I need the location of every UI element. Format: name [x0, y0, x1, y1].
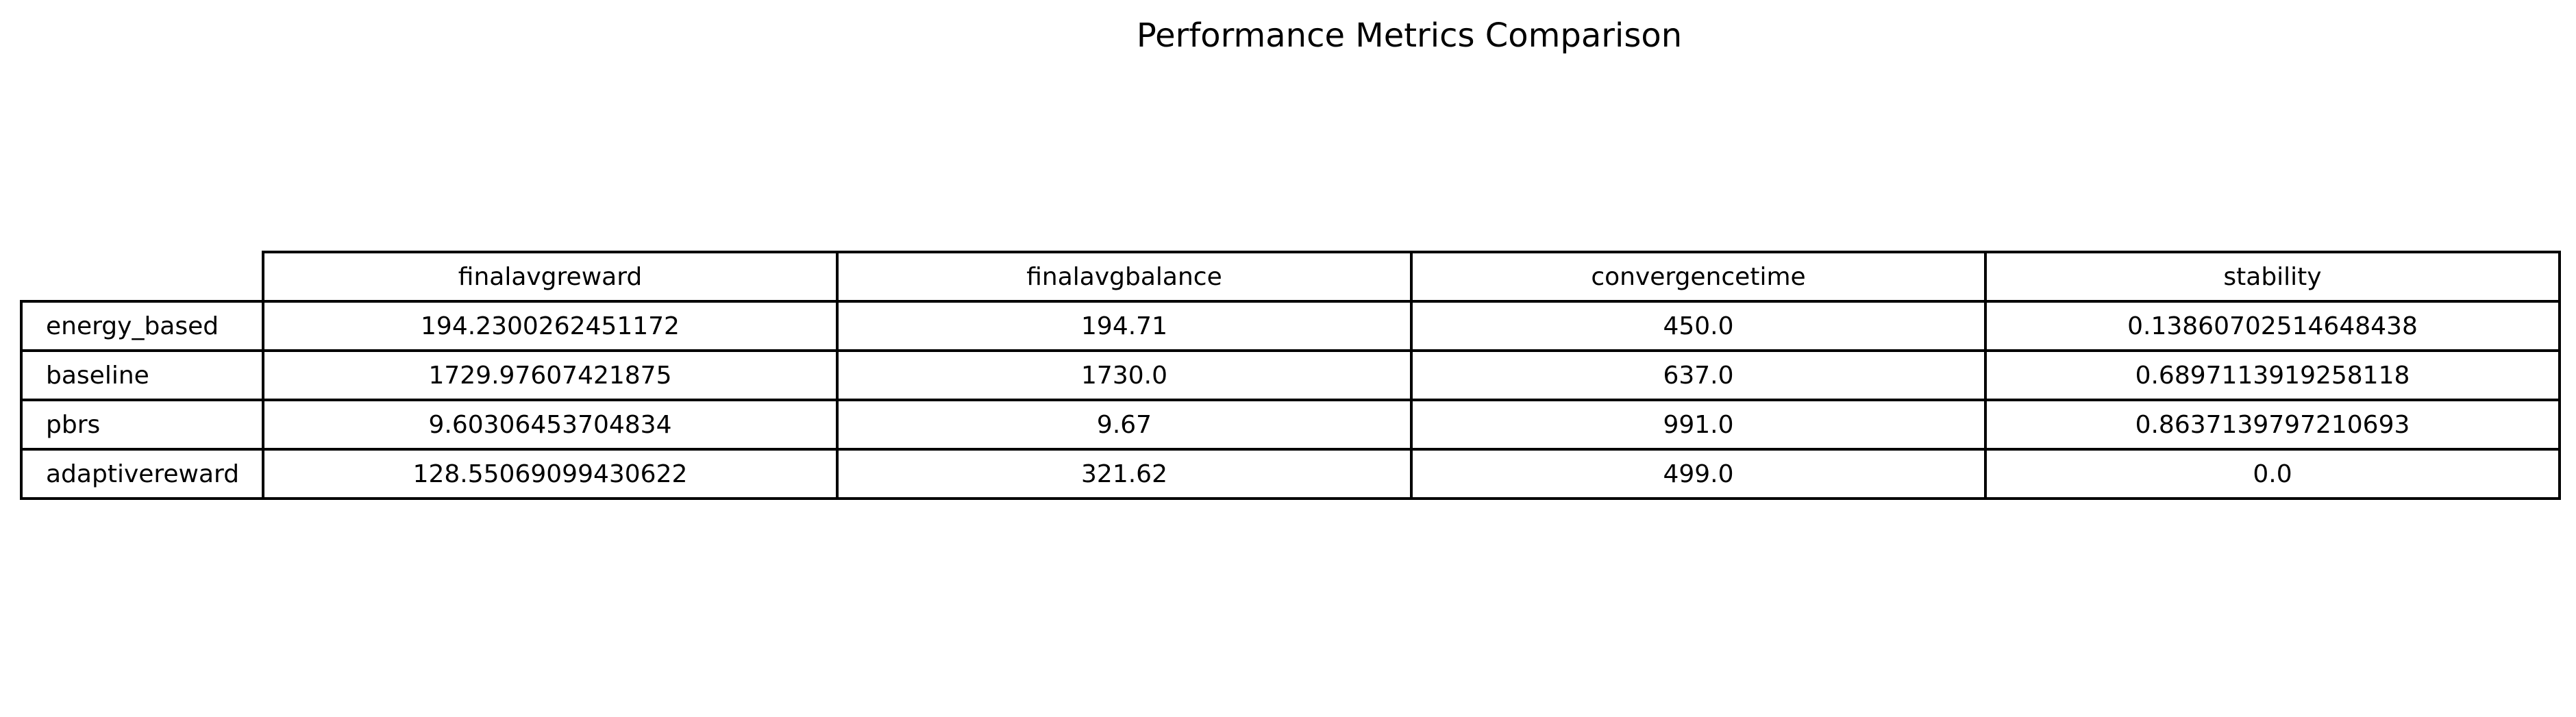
table-cell: 450.0	[1410, 300, 1987, 352]
table-cell: 991.0	[1410, 399, 1987, 451]
table-cell: 194.2300262451172	[262, 300, 839, 352]
metrics-table: finalavgreward finalavgbalance convergen…	[20, 251, 2561, 500]
table-cell: 0.13860702514648438	[1984, 300, 2561, 352]
table-row: adaptivereward 128.55069099430622 321.62…	[20, 448, 2561, 500]
column-header: convergencetime	[1410, 251, 1987, 303]
table-cell: 499.0	[1410, 448, 1987, 500]
table-cell: 128.55069099430622	[262, 448, 839, 500]
row-header: baseline	[20, 349, 264, 401]
column-header: stability	[1984, 251, 2561, 303]
table-cell: 9.60306453704834	[262, 399, 839, 451]
column-header: finalavgbalance	[836, 251, 1413, 303]
row-header: pbrs	[20, 399, 264, 451]
table-cell: 1730.0	[836, 349, 1413, 401]
table-cell: 321.62	[836, 448, 1413, 500]
chart-title: Performance Metrics Comparison	[1136, 16, 1683, 55]
table-cell: 0.0	[1984, 448, 2561, 500]
table-row: baseline 1729.97607421875 1730.0 637.0 0…	[20, 349, 2561, 401]
table-cell: 0.6897113919258118	[1984, 349, 2561, 401]
table-corner-cell	[21, 252, 264, 303]
row-header: adaptivereward	[20, 448, 264, 500]
table-cell: 194.71	[836, 300, 1413, 352]
table-cell: 9.67	[836, 399, 1413, 451]
table-cell: 637.0	[1410, 349, 1987, 401]
table-header-row: finalavgreward finalavgbalance convergen…	[21, 251, 2561, 303]
table-row: pbrs 9.60306453704834 9.67 991.0 0.86371…	[20, 399, 2561, 451]
table-cell: 0.8637139797210693	[1984, 399, 2561, 451]
row-header: energy_based	[20, 300, 264, 352]
table-row: energy_based 194.2300262451172 194.71 45…	[20, 300, 2561, 352]
table-cell: 1729.97607421875	[262, 349, 839, 401]
column-header: finalavgreward	[262, 251, 839, 303]
